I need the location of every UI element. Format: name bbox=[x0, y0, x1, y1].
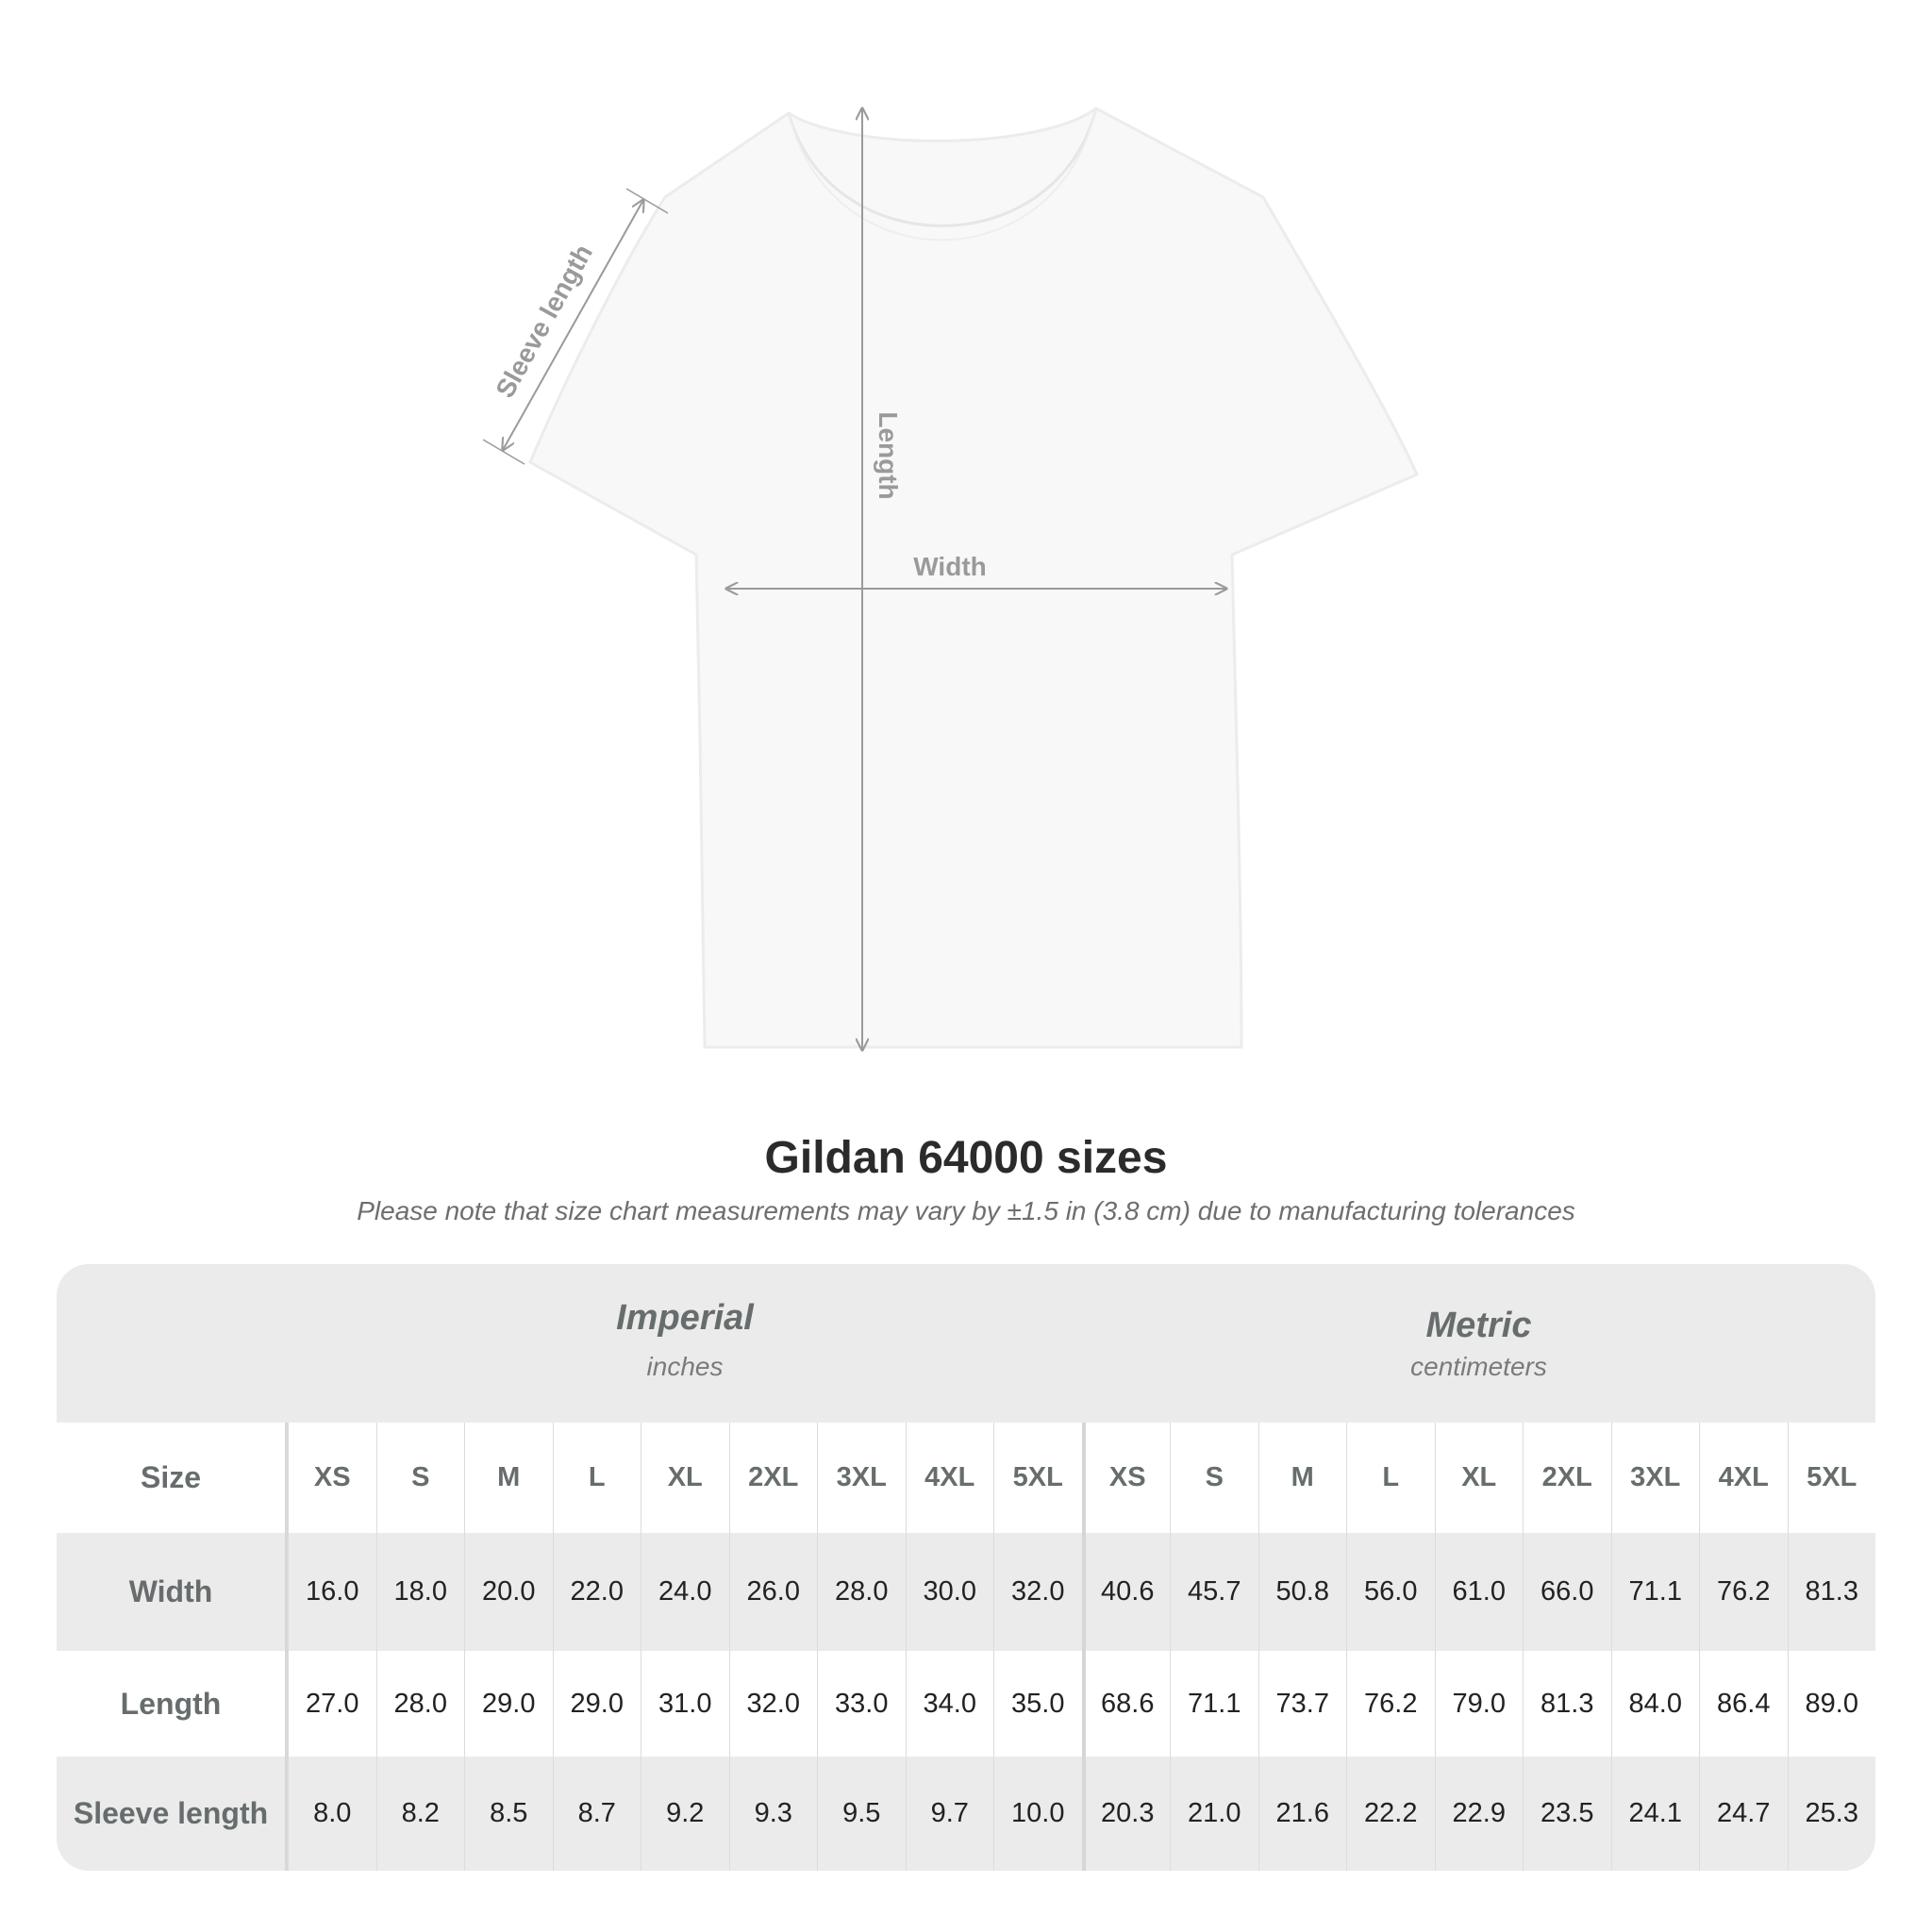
size-header-metric: S bbox=[1170, 1423, 1258, 1533]
value-cell-metric: 71.1 bbox=[1170, 1651, 1258, 1757]
value-cell-imperial: 32.0 bbox=[728, 1651, 818, 1757]
value-cell-imperial: 31.0 bbox=[641, 1651, 729, 1757]
page-title: Gildan 64000 sizes bbox=[764, 1133, 1168, 1183]
size-header-row: Size XS S M L XL 2XL 3XL 4XL 5XL XS S M L XL 2XL 3XL 4XL 5… bbox=[57, 1423, 1875, 1533]
size-header-metric: M bbox=[1257, 1423, 1347, 1533]
value-cell-imperial: 26.0 bbox=[728, 1533, 818, 1651]
size-header-imperial: L bbox=[552, 1423, 641, 1533]
value-cell-metric: 73.7 bbox=[1257, 1651, 1347, 1757]
value-cell-metric: 21.6 bbox=[1257, 1757, 1347, 1871]
row-label: Size bbox=[57, 1423, 288, 1533]
value-cell-imperial: 34.0 bbox=[905, 1651, 994, 1757]
value-cell-imperial: 10.0 bbox=[993, 1757, 1082, 1871]
row-label: Length bbox=[57, 1651, 288, 1757]
table-row: Length 27.0 28.0 29.0 29.0 31.0 32.0 33.0 34.0 35… bbox=[57, 1651, 1875, 1757]
value-cell-metric: 68.6 bbox=[1081, 1651, 1171, 1757]
row-label: Sleeve length bbox=[57, 1757, 288, 1871]
size-header-metric: L bbox=[1346, 1423, 1435, 1533]
value-cell-imperial: 22.0 bbox=[552, 1533, 641, 1651]
value-cell-metric: 45.7 bbox=[1170, 1533, 1258, 1651]
value-cell-metric: 24.7 bbox=[1699, 1757, 1788, 1871]
size-header-imperial: 2XL bbox=[728, 1423, 818, 1533]
row-label: Width bbox=[57, 1533, 288, 1651]
size-table: Imperial inches Metric centimeters Size X… bbox=[57, 1264, 1875, 1871]
metric-title: Metric bbox=[1425, 1306, 1532, 1345]
size-header-metric: 3XL bbox=[1610, 1423, 1700, 1533]
value-cell-imperial: 18.0 bbox=[375, 1533, 465, 1651]
table-row: Width 16.0 18.0 20.0 22.0 24.0 26.0 28.0 30.0 32.… bbox=[57, 1533, 1875, 1651]
value-cell-metric: 20.3 bbox=[1081, 1757, 1171, 1871]
value-cell-imperial: 8.5 bbox=[464, 1757, 553, 1871]
value-cell-metric: 50.8 bbox=[1257, 1533, 1347, 1651]
metric-unit: centimeters bbox=[1410, 1352, 1547, 1381]
value-cell-imperial: 9.3 bbox=[728, 1757, 818, 1871]
value-cell-imperial: 9.7 bbox=[905, 1757, 994, 1871]
value-cell-metric: 22.9 bbox=[1434, 1757, 1524, 1871]
value-cell-metric: 86.4 bbox=[1699, 1651, 1788, 1757]
value-cell-imperial: 16.0 bbox=[288, 1533, 376, 1651]
size-header-metric: 2XL bbox=[1523, 1423, 1611, 1533]
size-header-metric: XS bbox=[1081, 1423, 1171, 1533]
size-header-imperial: 5XL bbox=[993, 1423, 1082, 1533]
size-header-metric: 4XL bbox=[1699, 1423, 1788, 1533]
value-cell-imperial: 24.0 bbox=[641, 1533, 729, 1651]
value-cell-metric: 40.6 bbox=[1081, 1533, 1171, 1651]
table-row: Sleeve length 8.0 8.2 8.5 8.7 9.2 9.3 9.5 9.7 10.… bbox=[57, 1757, 1875, 1871]
size-header-imperial: XS bbox=[288, 1423, 376, 1533]
value-cell-metric: 66.0 bbox=[1523, 1533, 1611, 1651]
value-cell-imperial: 20.0 bbox=[464, 1533, 553, 1651]
sleeve-arrow bbox=[503, 200, 643, 450]
value-cell-imperial: 9.2 bbox=[641, 1757, 729, 1871]
size-header-imperial: XL bbox=[641, 1423, 729, 1533]
value-cell-metric: 56.0 bbox=[1346, 1533, 1435, 1651]
value-cell-metric: 23.5 bbox=[1523, 1757, 1611, 1871]
value-cell-metric: 22.2 bbox=[1346, 1757, 1435, 1871]
value-cell-metric: 21.0 bbox=[1170, 1757, 1258, 1871]
imperial-unit: inches bbox=[646, 1352, 724, 1381]
value-cell-metric: 25.3 bbox=[1787, 1757, 1876, 1871]
value-cell-imperial: 29.0 bbox=[552, 1651, 641, 1757]
value-cell-imperial: 29.0 bbox=[464, 1651, 553, 1757]
value-cell-metric: 24.1 bbox=[1610, 1757, 1700, 1871]
value-cell-imperial: 9.5 bbox=[817, 1757, 906, 1871]
value-cell-metric: 71.1 bbox=[1610, 1533, 1700, 1651]
value-cell-metric: 61.0 bbox=[1434, 1533, 1524, 1651]
size-header-imperial: 3XL bbox=[817, 1423, 906, 1533]
imperial-title: Imperial bbox=[616, 1298, 754, 1338]
value-cell-metric: 81.3 bbox=[1523, 1651, 1611, 1757]
value-cell-imperial: 28.0 bbox=[375, 1651, 465, 1757]
metric-header: Metric centimeters bbox=[1082, 1306, 1875, 1382]
value-cell-imperial: 27.0 bbox=[288, 1651, 376, 1757]
length-label: Length bbox=[874, 411, 903, 499]
value-cell-metric: 81.3 bbox=[1787, 1533, 1876, 1651]
value-cell-imperial: 32.0 bbox=[993, 1533, 1082, 1651]
tshirt-diagram: Width Length Sleeve length bbox=[482, 107, 1419, 1113]
value-cell-imperial: 8.7 bbox=[552, 1757, 641, 1871]
value-cell-imperial: 28.0 bbox=[817, 1533, 906, 1651]
tolerance-note: Please note that size chart measurements… bbox=[357, 1196, 1575, 1225]
value-cell-imperial: 8.0 bbox=[288, 1757, 376, 1871]
size-header-metric: 5XL bbox=[1787, 1423, 1876, 1533]
value-cell-metric: 79.0 bbox=[1434, 1651, 1524, 1757]
value-cell-metric: 76.2 bbox=[1346, 1651, 1435, 1757]
value-cell-metric: 89.0 bbox=[1787, 1651, 1876, 1757]
size-header-imperial: S bbox=[375, 1423, 465, 1533]
value-cell-imperial: 8.2 bbox=[375, 1757, 465, 1871]
value-cell-imperial: 30.0 bbox=[905, 1533, 994, 1651]
value-cell-metric: 84.0 bbox=[1610, 1651, 1700, 1757]
tshirt-shape bbox=[528, 107, 1419, 1049]
size-header-imperial: M bbox=[464, 1423, 553, 1533]
value-cell-imperial: 33.0 bbox=[817, 1651, 906, 1757]
value-cell-imperial: 35.0 bbox=[993, 1651, 1082, 1757]
width-label: Width bbox=[913, 552, 987, 581]
size-header-metric: XL bbox=[1434, 1423, 1524, 1533]
size-header-imperial: 4XL bbox=[905, 1423, 994, 1533]
value-cell-metric: 76.2 bbox=[1699, 1533, 1788, 1651]
imperial-header: Imperial inches bbox=[288, 1298, 1082, 1382]
